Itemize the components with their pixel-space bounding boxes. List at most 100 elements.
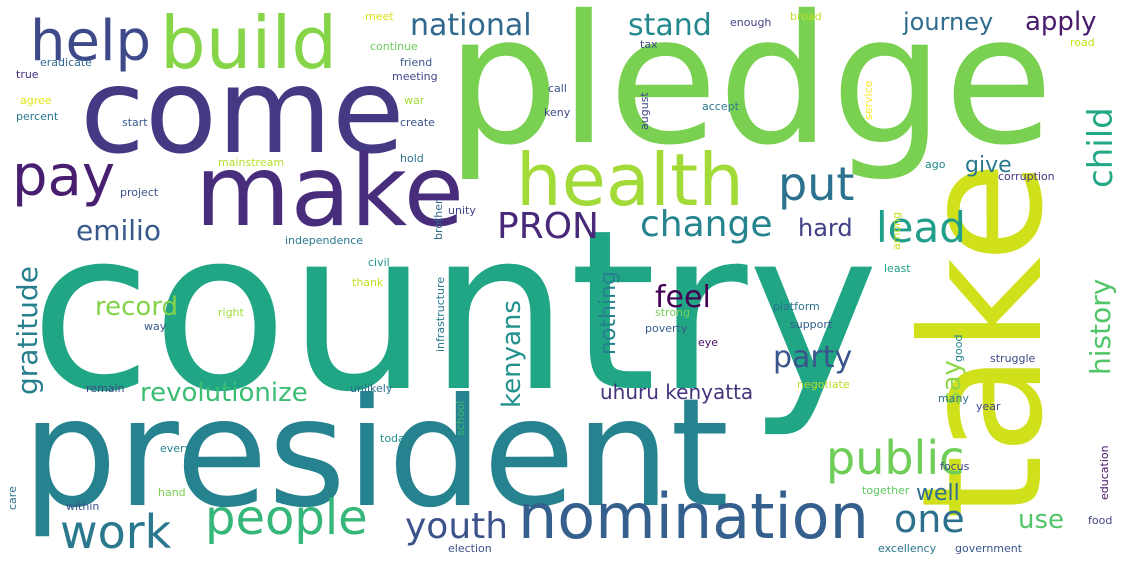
word-remain: remain (86, 382, 125, 395)
word-year: year (976, 400, 1001, 413)
word-pledge: pledge (446, 0, 1053, 184)
word-together: together (862, 484, 910, 497)
word-create: create (400, 116, 435, 129)
word-eradicate: eradicate (40, 56, 92, 69)
word-accept: accept (702, 100, 740, 113)
word-brother: brother (432, 199, 445, 240)
word-lead: lead (876, 203, 966, 252)
word-true: true (16, 68, 39, 81)
word-infrastructure: infrastructure (434, 277, 447, 352)
word-road: road (1070, 36, 1095, 49)
word-hold: hold (400, 152, 424, 165)
word-PRON: PRON (497, 206, 599, 247)
word-call: call (548, 82, 567, 95)
word-feel: feel (655, 280, 711, 315)
word-gratitude: gratitude (11, 266, 44, 395)
word-put: put (778, 157, 854, 211)
word-eye: eye (698, 336, 718, 349)
word-give: give (965, 153, 1012, 178)
word-thank: thank (352, 276, 384, 289)
word-party: party (773, 340, 852, 375)
word-negotiate: negotiate (797, 378, 850, 391)
word-corruption: corruption (998, 170, 1055, 183)
word-broad: broad (790, 10, 822, 23)
word-come: come (80, 42, 405, 180)
word-apply: apply (1025, 7, 1097, 37)
word-unity: unity (448, 204, 476, 217)
word-youth: youth (405, 506, 508, 547)
word-one: one (894, 497, 965, 541)
word-education: education (1098, 445, 1111, 500)
word-pay: pay (12, 144, 115, 209)
word-say: say (937, 360, 967, 405)
word-least: least (884, 262, 911, 275)
word-focus: focus (940, 460, 970, 473)
word-child: child (1081, 107, 1121, 188)
word-enough: enough (730, 16, 771, 29)
word-service: service (862, 80, 875, 120)
word-among: among (890, 212, 903, 250)
word-well: well (916, 481, 960, 506)
word-history: history (1084, 279, 1117, 375)
word-kenyans: kenyans (497, 300, 527, 408)
word-work: work (60, 505, 172, 559)
word-start: start (122, 116, 148, 129)
word-meeting: meeting (392, 70, 438, 83)
word-journey: journey (902, 8, 993, 36)
word-ago: ago (925, 158, 946, 171)
word-strong: strong (655, 306, 690, 319)
word-support: support (790, 318, 833, 331)
word-mainstream: mainstream (218, 156, 284, 169)
word-percent: percent (16, 110, 59, 123)
word-record: record (95, 292, 178, 322)
word-poverty: poverty (645, 322, 688, 335)
word-good: good (952, 335, 965, 362)
word-today: today (380, 432, 412, 445)
word-way: way (144, 320, 167, 333)
word-take: take (887, 161, 1080, 520)
word-use: use (1018, 505, 1064, 535)
word-health: health (516, 138, 744, 222)
word-change: change (640, 204, 773, 245)
word-care: care (6, 486, 19, 510)
word-national: national (410, 8, 532, 43)
word-right: right (218, 306, 245, 319)
word-unlikely: unlikely (350, 382, 393, 395)
word-within: within (66, 500, 99, 513)
word-nomination: nomination (518, 480, 869, 553)
word-project: project (120, 186, 159, 199)
word-emilio: emilio (76, 214, 161, 247)
word-excellency: excellency (878, 542, 937, 555)
word-president: president (22, 367, 729, 541)
word-hard: hard (798, 214, 853, 242)
word-government: government (955, 542, 1023, 555)
word-country: country (30, 183, 879, 441)
word-election: election (448, 542, 492, 555)
word-independence: independence (285, 234, 363, 247)
word-struggle: struggle (990, 352, 1036, 365)
word-make: make (195, 135, 464, 249)
word-war: war (404, 94, 425, 107)
word-people: people (205, 490, 368, 546)
word-civil: civil (368, 256, 390, 269)
cloud-words: country pledge president take come make … (6, 0, 1121, 559)
word-agree: agree (20, 94, 52, 107)
word-keny: keny (544, 106, 571, 119)
word-nothing: nothing (596, 271, 621, 355)
word-stand: stand (628, 8, 712, 43)
word-help: help (30, 9, 151, 74)
word-tax: tax (640, 38, 658, 51)
word-revolutionize: revolutionize (140, 378, 308, 408)
word-public: public (826, 431, 964, 485)
word-uhuru-kenyatta: uhuru kenyatta (600, 380, 753, 404)
word-every: every (160, 442, 192, 455)
word-platform: platform (773, 300, 820, 313)
word-food: food (1088, 514, 1112, 527)
word-meet: meet (365, 10, 394, 23)
word-many: many (938, 392, 969, 405)
word-build: build (160, 1, 337, 85)
word-august: august (638, 92, 651, 130)
word-friend: friend (400, 56, 432, 69)
